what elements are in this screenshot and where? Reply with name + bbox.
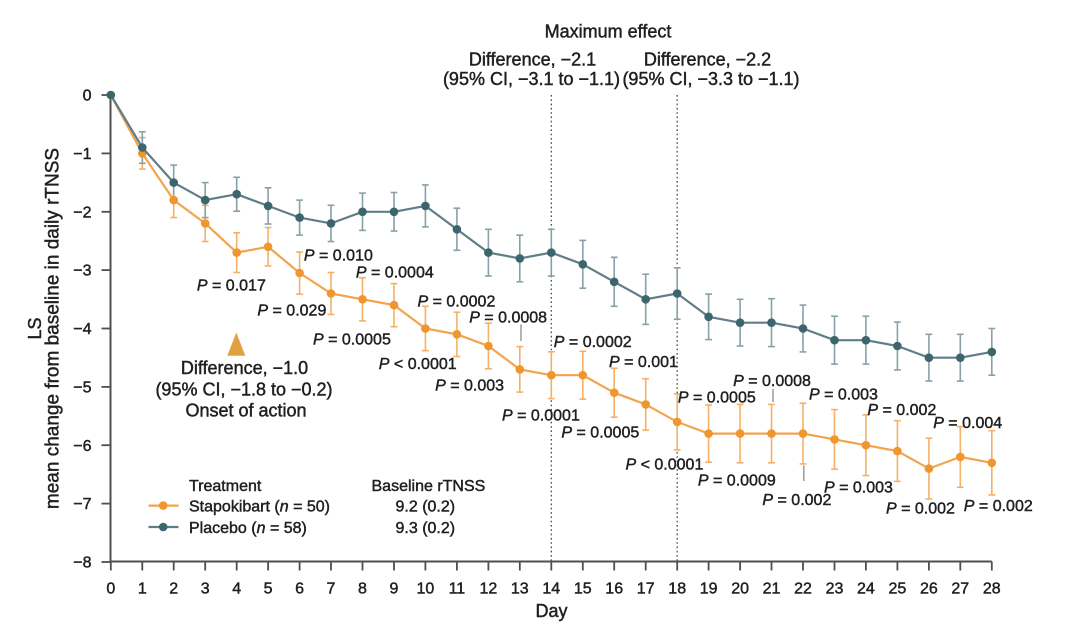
svg-text:P = 0.0008: P = 0.0008 [733, 373, 811, 390]
svg-text:7: 7 [327, 581, 336, 598]
svg-text:1: 1 [138, 581, 147, 598]
svg-text:13: 13 [511, 581, 529, 598]
svg-text:(95% CI, −1.8 to −0.2): (95% CI, −1.8 to −0.2) [155, 380, 332, 400]
svg-text:P < 0.0001: P < 0.0001 [626, 457, 704, 474]
svg-text:P = 0.002: P = 0.002 [867, 402, 936, 419]
svg-text:Difference, −2.2: Difference, −2.2 [644, 50, 771, 70]
svg-text:21: 21 [763, 581, 781, 598]
svg-text:5: 5 [264, 581, 273, 598]
svg-text:(95% CI, −3.1 to −1.1): (95% CI, −3.1 to −1.1) [443, 69, 620, 89]
svg-text:P = 0.0002: P = 0.0002 [554, 334, 632, 351]
svg-text:2: 2 [169, 581, 178, 598]
svg-text:18: 18 [668, 581, 686, 598]
svg-text:16: 16 [605, 581, 623, 598]
svg-text:P = 0.003: P = 0.003 [824, 479, 893, 496]
svg-text:26: 26 [920, 581, 938, 598]
svg-text:9.3 (0.2): 9.3 (0.2) [396, 520, 456, 537]
svg-text:9: 9 [390, 581, 399, 598]
svg-text:3: 3 [201, 581, 210, 598]
svg-text:15: 15 [574, 581, 592, 598]
svg-text:−3: −3 [73, 263, 91, 280]
svg-text:−2: −2 [73, 204, 91, 221]
svg-text:20: 20 [731, 581, 749, 598]
svg-text:P = 0.0004: P = 0.0004 [356, 264, 434, 281]
svg-text:Onset of action: Onset of action [185, 401, 306, 421]
svg-text:Day: Day [535, 601, 567, 621]
svg-text:14: 14 [542, 581, 560, 598]
svg-text:P = 0.0005: P = 0.0005 [313, 332, 391, 349]
svg-text:Stapokibart (n = 50): Stapokibart (n = 50) [189, 498, 330, 515]
svg-text:24: 24 [857, 581, 875, 598]
svg-text:12: 12 [480, 581, 498, 598]
svg-text:P = 0.0005: P = 0.0005 [678, 390, 756, 407]
svg-text:(95% CI, −3.3 to −1.1): (95% CI, −3.3 to −1.1) [622, 69, 799, 89]
svg-text:P = 0.0009: P = 0.0009 [698, 473, 776, 490]
svg-text:P < 0.0001: P < 0.0001 [379, 356, 457, 373]
svg-text:0: 0 [83, 88, 92, 105]
svg-text:4: 4 [232, 581, 241, 598]
svg-text:−7: −7 [73, 496, 91, 513]
svg-text:Treatment: Treatment [189, 478, 262, 495]
svg-text:P = 0.002: P = 0.002 [964, 498, 1033, 515]
svg-text:P = 0.0002: P = 0.0002 [418, 294, 496, 311]
svg-text:P = 0.003: P = 0.003 [435, 377, 504, 394]
svg-text:Maximum effect: Maximum effect [545, 22, 672, 42]
svg-text:P = 0.004: P = 0.004 [933, 415, 1002, 432]
svg-text:Baseline rTNSS: Baseline rTNSS [372, 478, 486, 495]
svg-text:10: 10 [417, 581, 435, 598]
svg-text:0: 0 [106, 581, 115, 598]
svg-text:P = 0.0005: P = 0.0005 [561, 424, 639, 441]
svg-text:P = 0.003: P = 0.003 [809, 387, 878, 404]
svg-text:9.2 (0.2): 9.2 (0.2) [396, 498, 456, 515]
svg-text:P = 0.0001: P = 0.0001 [502, 408, 580, 425]
svg-text:LS: LS [25, 317, 45, 339]
svg-text:27: 27 [951, 581, 969, 598]
svg-text:P = 0.002: P = 0.002 [886, 501, 955, 518]
svg-text:Difference, −2.1: Difference, −2.1 [469, 50, 596, 70]
svg-text:−6: −6 [73, 438, 91, 455]
svg-text:23: 23 [826, 581, 844, 598]
svg-text:22: 22 [794, 581, 812, 598]
svg-text:P = 0.017: P = 0.017 [197, 278, 266, 295]
svg-text:28: 28 [983, 581, 1001, 598]
svg-text:P = 0.001: P = 0.001 [609, 354, 678, 371]
svg-text:−8: −8 [73, 555, 91, 572]
svg-text:11: 11 [449, 581, 466, 598]
svg-text:17: 17 [637, 581, 655, 598]
svg-text:P = 0.002: P = 0.002 [762, 492, 831, 509]
svg-text:6: 6 [295, 581, 304, 598]
svg-text:Placebo (n = 58): Placebo (n = 58) [189, 520, 307, 537]
svg-text:25: 25 [889, 581, 907, 598]
svg-text:P = 0.0008: P = 0.0008 [469, 310, 547, 327]
svg-text:−4: −4 [73, 321, 91, 338]
svg-text:19: 19 [700, 581, 718, 598]
svg-text:mean change from baseline in d: mean change from baseline in daily rTNSS [43, 148, 64, 509]
svg-text:P = 0.010: P = 0.010 [304, 248, 373, 265]
svg-text:P = 0.029: P = 0.029 [257, 302, 326, 319]
svg-text:−1: −1 [73, 146, 91, 163]
svg-text:Difference, −1.0: Difference, −1.0 [181, 358, 308, 378]
svg-text:8: 8 [358, 581, 367, 598]
svg-text:−5: −5 [73, 380, 91, 397]
